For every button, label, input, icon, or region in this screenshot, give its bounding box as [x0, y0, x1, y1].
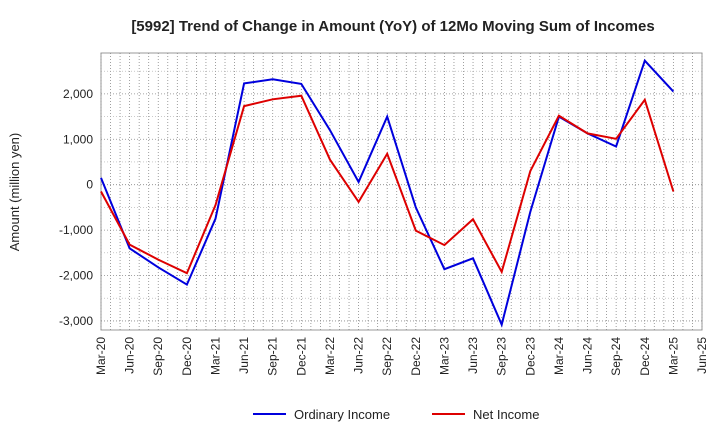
- legend: Ordinary Income Net Income: [253, 407, 539, 422]
- x-tick-label: Mar-21: [208, 337, 222, 375]
- chart-title: [5992] Trend of Change in Amount (YoY) o…: [131, 18, 654, 35]
- x-tick-label: Sep-20: [151, 337, 165, 376]
- x-tick-label: Jun-20: [123, 337, 137, 374]
- y-axis-ticks: -3,000 -2,000 -1,000 0 1,000 2,000: [59, 87, 93, 328]
- x-tick-label: Dec-22: [409, 337, 423, 376]
- x-tick-label: Sep-24: [609, 337, 623, 376]
- series-line-net-income: [100, 94, 675, 275]
- x-tick-label: Jun-24: [581, 337, 595, 374]
- y-axis-label: Amount (million yen): [7, 133, 22, 252]
- legend-label: Net Income: [473, 407, 539, 422]
- y-tick-label: -1,000: [59, 223, 93, 237]
- y-tick-label: -2,000: [59, 269, 93, 283]
- y-tick-label: 1,000: [63, 132, 93, 146]
- x-axis-ticks: Mar-20 Jun-20 Sep-20 Dec-20 Mar-21 Jun-21 Sep-…: [94, 337, 709, 376]
- x-tick-label: Sep-22: [380, 337, 394, 376]
- x-tick-label: Jun-21: [237, 337, 251, 374]
- y-tick-label: 2,000: [63, 87, 93, 101]
- x-tick-label: Mar-20: [94, 337, 108, 375]
- x-tick-label: Jun-23: [466, 337, 480, 374]
- x-tick-label: Jun-22: [352, 337, 366, 374]
- x-tick-label: Dec-23: [523, 337, 537, 376]
- y-tick-label: -3,000: [59, 314, 93, 328]
- series-lines: [100, 58, 675, 328]
- x-tick-label: Dec-21: [294, 337, 308, 376]
- x-tick-label: Mar-23: [437, 337, 451, 375]
- x-tick-label: Mar-22: [323, 337, 337, 375]
- x-tick-label: Dec-20: [180, 337, 194, 376]
- x-tick-label: Jun-25: [695, 337, 709, 374]
- x-tick-label: Sep-23: [495, 337, 509, 376]
- x-tick-label: Sep-21: [266, 337, 280, 376]
- x-tick-label: Dec-24: [638, 337, 652, 376]
- x-tick-label: Mar-25: [666, 337, 680, 375]
- y-tick-label: 0: [86, 178, 93, 192]
- legend-label: Ordinary Income: [294, 407, 390, 422]
- x-tick-label: Mar-24: [552, 337, 566, 375]
